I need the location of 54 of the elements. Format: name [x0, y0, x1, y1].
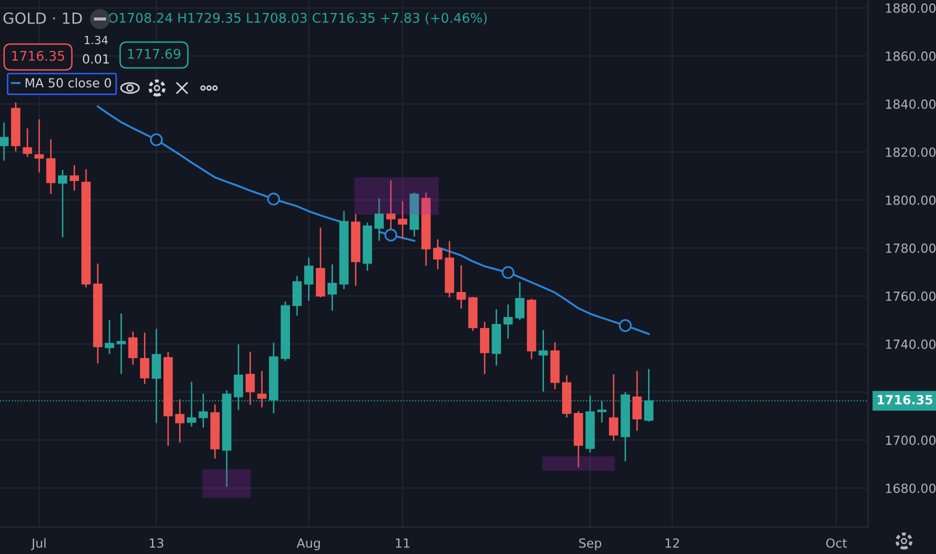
annotation: 1717.69	[128, 48, 180, 59]
candlestick	[328, 264, 337, 311]
y-tick-label: 1700.00	[886, 436, 936, 446]
y-tick-label: 1680.00	[886, 484, 936, 494]
point	[267, 192, 280, 206]
y-tick-label: 1860.00	[886, 51, 936, 61]
point	[150, 133, 163, 146]
annotation: 0.01	[82, 54, 109, 64]
candlestick	[128, 332, 138, 365]
candlestick	[386, 180, 396, 230]
x-tick-label: Sep	[579, 538, 602, 550]
candlestick	[175, 399, 184, 442]
candlestick	[70, 165, 79, 191]
annotation: 1.34	[84, 36, 108, 44]
candlestick	[304, 258, 314, 301]
candlestick	[0, 122, 9, 161]
annotation: O1708.24 H1729.35 L1708.03 C1716.35 +7.83 (+0.46%)	[108, 12, 487, 24]
candlestick	[515, 282, 524, 320]
x-tick-label: 11	[396, 538, 410, 548]
candlestick	[433, 239, 442, 270]
candlestick	[140, 332, 150, 384]
x-tick-label: Aug	[296, 538, 320, 550]
candlestick	[116, 314, 126, 374]
candlestick	[104, 320, 114, 354]
point	[384, 228, 398, 242]
ref-line-label: 1716.35	[878, 395, 932, 404]
x-tick-label: 12	[666, 538, 679, 548]
y-tick-label: 1840.00	[886, 99, 936, 109]
text: GOLD · 1D	[3, 12, 82, 24]
candlestick	[257, 370, 267, 408]
candlestick	[538, 330, 548, 392]
point	[502, 266, 514, 279]
annotation: 1716.35	[12, 50, 64, 61]
x-tick-label: 13	[150, 538, 164, 548]
candlestick	[22, 128, 32, 157]
candlestick	[58, 170, 68, 238]
y-tick-label: 1880.00	[886, 3, 936, 13]
y-tick-label: 1820.00	[886, 147, 936, 157]
candlestick	[34, 119, 44, 172]
legend-label: MA 50 close 0	[26, 78, 111, 88]
candlestick	[398, 200, 408, 240]
candlestick	[608, 374, 618, 441]
y-tick-label: 1780.00	[886, 243, 936, 253]
x-tick-label: Oct	[826, 538, 847, 548]
y-tick-label: 1800.00	[886, 195, 936, 205]
x-tick-label: Jul	[30, 538, 46, 550]
candlestick	[456, 265, 466, 308]
y-tick-label: 1740.00	[886, 340, 936, 349]
point	[618, 319, 632, 332]
candlestick	[246, 352, 255, 405]
candlestick	[503, 304, 513, 339]
candlestick	[632, 370, 642, 431]
y-tick-label: 1760.00	[886, 292, 936, 301]
candlestick	[374, 198, 384, 241]
